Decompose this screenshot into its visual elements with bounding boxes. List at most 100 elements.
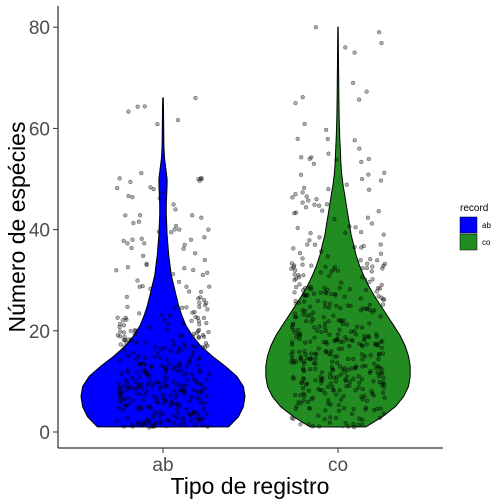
data-point: [201, 334, 207, 339]
data-point: [118, 329, 123, 334]
data-point: [184, 371, 189, 376]
data-point: [157, 409, 163, 414]
data-point: [293, 393, 298, 398]
data-point: [158, 419, 163, 424]
data-point: [362, 333, 367, 339]
data-point: [335, 374, 340, 380]
data-point: [149, 363, 154, 369]
data-point: [173, 305, 178, 310]
data-point: [117, 395, 122, 400]
data-point: [301, 398, 306, 403]
data-point: [307, 156, 312, 161]
data-point: [378, 242, 383, 247]
data-point: [378, 314, 383, 319]
data-point: [289, 261, 295, 266]
data-point: [191, 411, 197, 416]
data-point: [380, 390, 386, 395]
data-point: [379, 40, 384, 46]
data-point: [311, 361, 317, 366]
data-point: [358, 258, 363, 263]
data-point: [166, 362, 171, 367]
data-point: [302, 348, 307, 354]
data-point: [324, 202, 330, 207]
data-point: [333, 415, 339, 421]
data-point: [359, 377, 365, 382]
data-point: [361, 243, 366, 249]
data-point: [153, 345, 158, 350]
data-point: [323, 348, 328, 354]
data-point: [131, 350, 136, 356]
data-point: [137, 311, 142, 316]
data-point: [380, 302, 386, 307]
data-point: [291, 375, 296, 380]
data-point: [382, 395, 387, 400]
data-point: [333, 293, 338, 298]
data-point: [171, 401, 176, 406]
data-point: [193, 378, 198, 383]
y-axis-ticks: 0 20 40 60 80: [29, 18, 58, 444]
data-point: [171, 202, 176, 207]
data-point: [381, 411, 387, 416]
data-point: [170, 338, 175, 343]
data-point: [119, 391, 124, 397]
data-point: [191, 350, 196, 355]
data-point: [376, 209, 381, 214]
data-point: [293, 285, 299, 290]
y-tick-label: 0: [39, 423, 50, 444]
data-point: [138, 404, 143, 409]
data-point: [377, 380, 382, 385]
data-point: [307, 356, 312, 362]
data-point: [126, 337, 131, 342]
data-point: [292, 311, 298, 316]
data-point: [124, 404, 129, 409]
data-point: [320, 208, 325, 213]
data-point: [297, 349, 302, 355]
data-point: [154, 380, 160, 385]
data-point: [165, 322, 171, 327]
data-point: [344, 182, 349, 187]
data-point: [376, 351, 382, 357]
data-point: [164, 367, 169, 373]
data-point: [134, 369, 140, 374]
data-point: [305, 399, 311, 405]
data-point: [342, 294, 347, 299]
data-point: [329, 365, 334, 370]
data-point: [161, 411, 166, 417]
data-point: [189, 353, 195, 359]
data-point: [207, 284, 212, 289]
data-point: [300, 256, 305, 261]
data-point: [143, 392, 148, 397]
data-point: [298, 354, 303, 360]
data-point: [323, 321, 328, 326]
data-point: [158, 346, 163, 352]
data-point: [124, 294, 129, 300]
data-point: [206, 227, 211, 232]
data-point: [328, 291, 334, 297]
data-point: [295, 136, 300, 142]
data-point: [125, 380, 130, 385]
data-point: [185, 363, 190, 368]
data-point: [174, 382, 179, 387]
data-point: [124, 317, 129, 322]
data-point: [298, 393, 303, 398]
data-point: [322, 325, 327, 330]
data-point: [356, 374, 361, 379]
data-point: [289, 415, 294, 421]
data-point: [194, 345, 199, 350]
data-point: [377, 415, 383, 420]
data-point: [186, 289, 192, 294]
data-point: [338, 318, 343, 323]
data-point: [182, 421, 187, 427]
data-point: [190, 371, 195, 377]
data-point: [294, 403, 299, 409]
data-point: [309, 351, 314, 356]
data-point: [325, 136, 330, 142]
data-point: [342, 369, 348, 374]
data-point: [366, 187, 372, 192]
data-point: [343, 230, 348, 235]
data-point: [176, 345, 182, 351]
data-point: [117, 386, 122, 391]
data-point: [380, 370, 385, 375]
data-point: [132, 327, 138, 333]
